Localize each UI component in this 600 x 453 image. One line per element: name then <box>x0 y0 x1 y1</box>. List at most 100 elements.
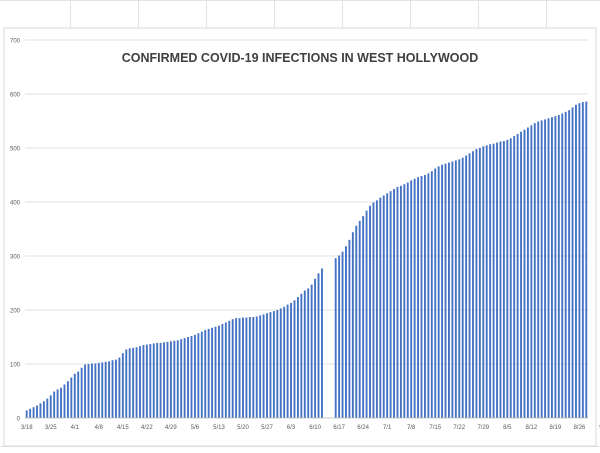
bar <box>310 284 313 418</box>
bar <box>221 324 224 418</box>
bar <box>283 306 286 418</box>
bar <box>345 246 347 418</box>
bar <box>420 176 423 418</box>
bar <box>375 200 378 418</box>
bar <box>393 189 395 418</box>
bar <box>561 113 564 418</box>
bar <box>403 184 406 418</box>
bar <box>382 195 385 418</box>
bar <box>49 395 52 418</box>
bar <box>176 340 179 418</box>
bar <box>193 334 196 418</box>
x-tick-label: 5/27 <box>261 425 273 431</box>
bar <box>578 103 581 419</box>
bar <box>496 142 498 418</box>
bar <box>303 290 306 418</box>
bar <box>169 341 172 418</box>
bar <box>238 318 241 418</box>
x-tick-label: 4/29 <box>165 425 177 431</box>
bar <box>317 273 320 418</box>
bar <box>489 144 492 418</box>
bar <box>372 202 375 418</box>
bar <box>482 146 485 418</box>
bar <box>300 293 303 418</box>
bar <box>135 347 138 418</box>
bar <box>214 326 217 418</box>
x-tick-label: 8/12 <box>526 425 538 431</box>
x-tick-label: 8/26 <box>574 425 586 431</box>
x-tick-label: 5/20 <box>237 425 249 431</box>
x-tick-label: 7/29 <box>477 425 489 431</box>
x-tick-label: 5/13 <box>213 425 225 431</box>
bar <box>139 346 141 418</box>
bar <box>132 347 135 418</box>
bar <box>537 121 540 418</box>
bar <box>156 342 159 418</box>
bar <box>80 367 83 418</box>
bar <box>389 191 392 418</box>
bar <box>485 145 488 419</box>
bar <box>581 102 584 418</box>
bar <box>29 408 32 418</box>
bar <box>53 391 56 418</box>
bar <box>571 107 574 418</box>
bar <box>451 161 454 418</box>
x-tick-label: 4/1 <box>71 425 80 431</box>
bar <box>207 328 210 418</box>
bar <box>56 389 59 418</box>
bar <box>396 186 399 418</box>
x-tick-label: 5/6 <box>191 425 200 431</box>
bar <box>248 317 251 418</box>
bar <box>568 110 571 418</box>
bar <box>187 337 190 418</box>
bar <box>475 149 478 418</box>
bar <box>218 325 220 418</box>
bar <box>540 120 543 419</box>
x-tick-label: 4/22 <box>141 425 153 431</box>
bar <box>142 345 145 418</box>
y-tick-label: 0 <box>17 417 21 423</box>
bar <box>351 232 354 418</box>
bar <box>526 127 529 418</box>
bar <box>180 339 183 418</box>
bar <box>70 377 73 418</box>
bar <box>516 133 519 418</box>
bar <box>386 193 389 418</box>
bar <box>159 342 162 418</box>
x-tick-label: 3/25 <box>45 425 57 431</box>
bar <box>499 141 502 418</box>
x-axis: 3/18 3/25 4/1 4/8 4/15 4/22 4/29 5/6 5/13 5/20 5/2… <box>21 417 600 431</box>
bar <box>296 297 299 418</box>
y-tick-label: 400 <box>10 201 21 207</box>
bar <box>557 115 560 418</box>
y-tick-label: 500 <box>10 147 21 153</box>
bar <box>520 131 523 419</box>
bar <box>410 180 413 418</box>
y-tick-label: 600 <box>10 93 21 99</box>
bar <box>458 159 461 418</box>
bar <box>111 360 114 418</box>
bar <box>444 163 447 418</box>
x-tick-label: 8/5 <box>503 425 512 431</box>
bar <box>523 129 526 418</box>
bar <box>66 381 69 418</box>
bar <box>369 205 371 418</box>
bar <box>492 143 495 418</box>
bar <box>235 318 238 418</box>
bar <box>290 302 292 418</box>
bar <box>544 119 547 418</box>
bar <box>166 341 169 418</box>
x-tick-label: 8/19 <box>550 425 562 431</box>
y-tick-label: 100 <box>10 363 21 369</box>
bar <box>266 313 268 418</box>
x-tick-label: 4/8 <box>95 425 104 431</box>
bar <box>63 384 66 418</box>
bar <box>125 349 128 418</box>
bar <box>197 333 200 418</box>
bar <box>293 300 296 418</box>
bar <box>585 101 588 418</box>
bar <box>321 268 323 418</box>
x-tick-label: 7/22 <box>453 425 465 431</box>
